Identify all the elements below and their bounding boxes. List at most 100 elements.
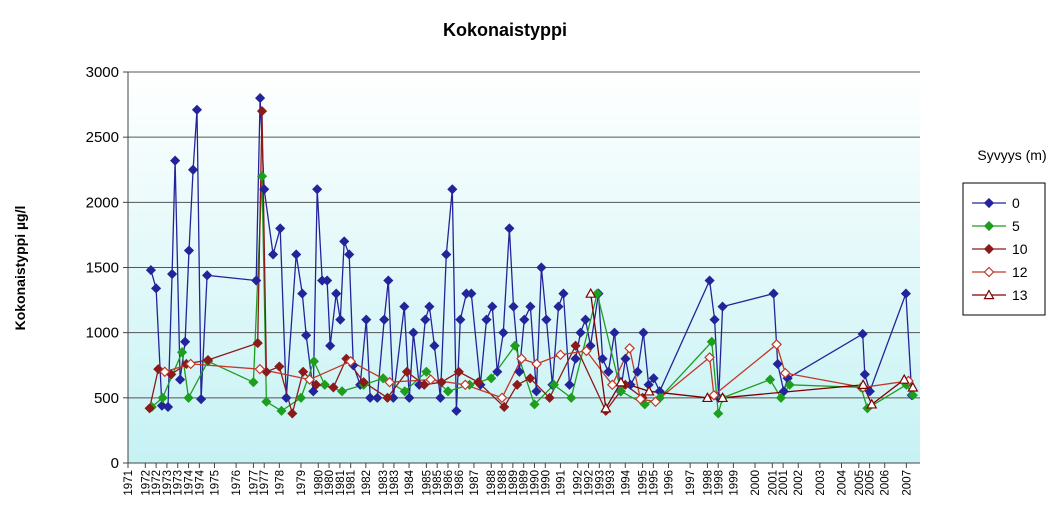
x-tick-label: 1994 <box>620 469 632 495</box>
marker <box>615 376 627 387</box>
legend-marker <box>983 243 995 255</box>
x-tick-label: 1973 <box>173 470 185 496</box>
marker <box>857 328 868 340</box>
marker <box>575 327 586 338</box>
x-tick-label: 2002 <box>793 470 805 496</box>
y-tick-label: 1500 <box>86 260 119 277</box>
marker <box>399 386 410 397</box>
marker <box>384 376 395 388</box>
x-tick-label: 1982 <box>361 470 373 496</box>
x-tick-label: 1980 <box>324 470 336 496</box>
marker <box>291 249 302 260</box>
x-tick-label: 1986 <box>454 470 466 496</box>
marker <box>772 358 783 370</box>
y-axis-label: Kokonaistyppi µg/l <box>12 206 28 331</box>
marker <box>708 389 720 401</box>
marker <box>344 249 355 260</box>
marker <box>529 399 540 410</box>
marker <box>180 336 191 347</box>
marker <box>635 393 646 405</box>
marker <box>514 366 525 377</box>
marker <box>765 374 776 385</box>
x-tick-label: 1979 <box>296 470 308 496</box>
marker <box>536 262 547 273</box>
x-tick-label: 1988 <box>486 470 498 496</box>
marker <box>447 184 458 195</box>
x-tick-label: 1977 <box>259 470 271 496</box>
x-tick-label: 1989 <box>508 470 520 496</box>
marker <box>145 265 156 276</box>
marker <box>301 330 312 341</box>
marker <box>420 314 431 325</box>
marker <box>274 361 285 372</box>
marker <box>335 314 346 325</box>
marker <box>768 288 779 299</box>
marker <box>325 340 336 351</box>
x-tick-label: 1974 <box>184 469 196 495</box>
x-tick-label: 1999 <box>728 470 740 496</box>
marker <box>196 394 207 405</box>
legend-marker <box>983 220 995 232</box>
y-tick-label: 2500 <box>86 129 119 146</box>
x-tick-label: 1975 <box>209 470 221 496</box>
x-tick-label: 1993 <box>594 470 606 496</box>
x-tick-label: 1997 <box>685 470 697 496</box>
marker <box>498 327 509 338</box>
x-tick-label: 1978 <box>274 470 286 496</box>
x-tick-label: 1972 <box>140 470 152 496</box>
marker <box>713 408 724 419</box>
x-tick-label: 2003 <box>815 470 827 496</box>
marker <box>421 366 432 377</box>
marker <box>176 347 188 358</box>
marker <box>252 338 263 349</box>
marker <box>157 392 168 403</box>
marker <box>519 314 530 325</box>
marker <box>566 392 577 403</box>
x-tick-label: 1989 <box>519 470 531 496</box>
marker <box>436 377 447 388</box>
marker <box>570 353 581 364</box>
marker <box>544 392 555 403</box>
marker <box>311 379 322 390</box>
marker <box>504 223 515 234</box>
marker <box>188 164 199 175</box>
x-tick-label: 1973 <box>162 470 174 496</box>
legend-marker <box>983 289 995 300</box>
marker <box>308 356 320 367</box>
marker <box>297 288 308 299</box>
marker <box>251 275 262 286</box>
y-tick-label: 1000 <box>86 325 119 342</box>
marker <box>202 354 214 366</box>
marker <box>429 340 440 351</box>
marker <box>401 366 412 377</box>
marker <box>512 379 523 390</box>
x-tick-label: 1990 <box>540 470 552 496</box>
marker <box>525 301 536 312</box>
x-tick-label: 1993 <box>605 470 617 496</box>
x-tick-label: 1990 <box>529 470 541 496</box>
marker <box>508 301 519 312</box>
marker <box>281 392 292 403</box>
marker <box>771 339 782 350</box>
marker <box>383 275 394 286</box>
marker <box>531 358 542 370</box>
marker <box>331 288 342 299</box>
legend-label: 12 <box>1012 264 1028 280</box>
x-tick-label: 1987 <box>469 470 481 496</box>
marker <box>451 405 462 416</box>
marker <box>175 374 186 385</box>
marker <box>361 314 372 325</box>
marker <box>486 373 497 384</box>
marker <box>162 401 174 413</box>
marker <box>259 184 270 195</box>
marker <box>541 314 552 325</box>
marker <box>365 392 376 403</box>
x-tick-label: 1991 <box>555 470 567 496</box>
marker <box>600 402 612 413</box>
marker <box>620 353 631 364</box>
marker <box>907 381 919 392</box>
marker <box>624 342 635 354</box>
marker <box>632 366 643 377</box>
marker <box>419 379 430 390</box>
